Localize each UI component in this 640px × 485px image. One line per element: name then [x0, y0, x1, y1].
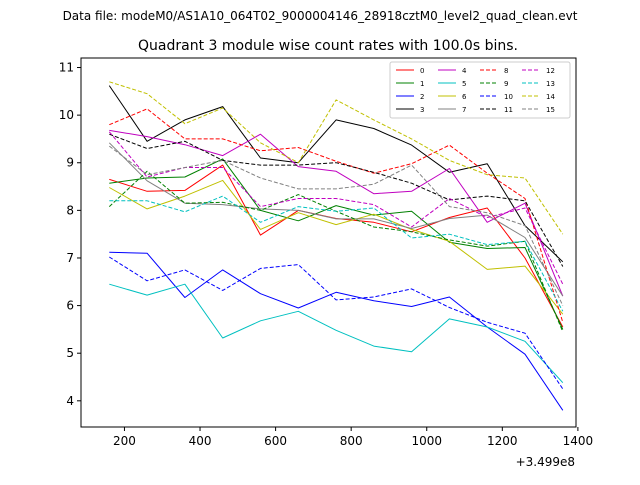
- legend-label-11: 11: [504, 106, 513, 114]
- x-tick-label: 800: [340, 434, 363, 448]
- legend-label-8: 8: [504, 67, 508, 75]
- legend-label-0: 0: [420, 67, 424, 75]
- legend-label-7: 7: [462, 106, 466, 114]
- chart-title: Quadrant 3 module wise count rates with …: [138, 38, 518, 54]
- legend-label-6: 6: [462, 93, 467, 101]
- legend-box: [389, 61, 571, 119]
- plot-area: [80, 57, 577, 428]
- legend-label-14: 14: [546, 93, 555, 101]
- x-axis-offset-label: +3.499e8: [516, 455, 575, 469]
- legend-label-9: 9: [504, 80, 508, 88]
- series-line-15: [108, 145, 564, 306]
- series-line-11: [109, 133, 564, 267]
- legend-label-10: 10: [504, 93, 513, 101]
- x-tick-label: 400: [189, 434, 212, 448]
- y-tick-label: 8: [66, 203, 74, 217]
- legend-label-12: 12: [546, 67, 555, 75]
- legend-label-13: 13: [546, 80, 555, 88]
- x-tick-label: 1000: [411, 434, 442, 448]
- series-line-13: [109, 195, 564, 312]
- series-line-7: [108, 142, 564, 297]
- x-tick-label: 200: [113, 434, 136, 448]
- figure-suptitle: Data file: modeM0/AS1A10_064T02_90000041…: [63, 9, 578, 23]
- series-line-6: [109, 179, 564, 315]
- legend-label-5: 5: [462, 80, 466, 88]
- legend-label-15: 15: [546, 106, 555, 114]
- series-line-4: [109, 129, 564, 297]
- y-tick-label: 4: [66, 394, 74, 408]
- series-line-1: [109, 158, 564, 330]
- y-tick-label: 9: [66, 156, 74, 170]
- x-tick-label: 600: [264, 434, 287, 448]
- y-tick-label: 10: [59, 108, 74, 122]
- legend-label-3: 3: [420, 106, 424, 114]
- series-line-10: [109, 256, 564, 390]
- y-tick-label: 6: [66, 299, 74, 313]
- y-tick-label: 7: [66, 251, 74, 265]
- series-line-14: [109, 81, 564, 235]
- y-tick-label: 11: [59, 61, 74, 75]
- series-line-5: [109, 283, 564, 384]
- legend-label-1: 1: [420, 80, 424, 88]
- legend-label-2: 2: [420, 93, 424, 101]
- legend-label-4: 4: [462, 67, 467, 75]
- x-tick-label: 1400: [563, 434, 594, 448]
- axes-frame: [80, 57, 577, 428]
- series-line-3: [108, 85, 564, 263]
- x-tick-label: 1200: [487, 434, 518, 448]
- y-tick-label: 5: [66, 346, 74, 360]
